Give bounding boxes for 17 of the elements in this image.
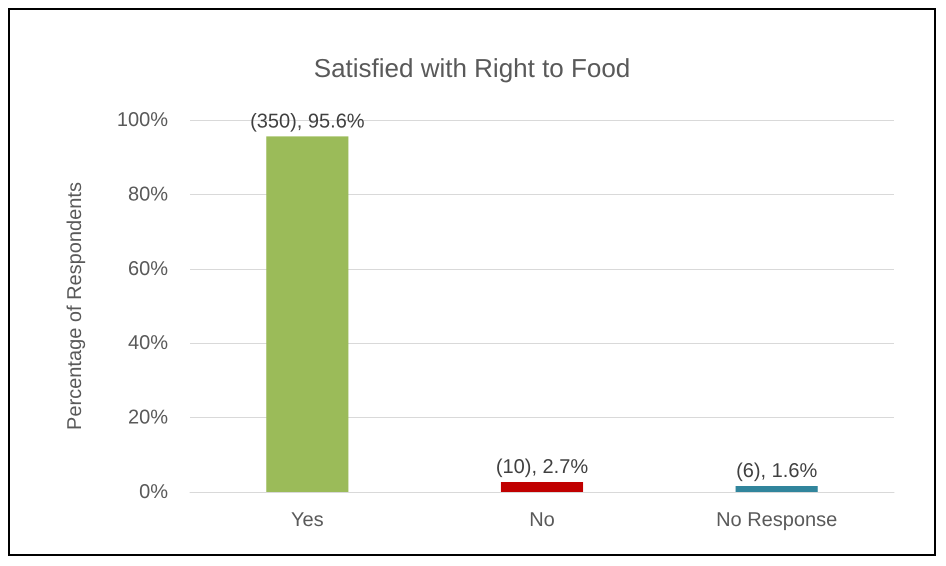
- data-label: (10), 2.7%: [496, 456, 588, 478]
- chart-title: Satisfied with Right to Food: [314, 53, 630, 83]
- bar: [500, 482, 584, 492]
- y-tick-label: 80%: [128, 183, 168, 206]
- data-label: (6), 1.6%: [736, 460, 818, 482]
- y-tick-label: 0%: [139, 481, 168, 503]
- y-tick-label: 20%: [128, 406, 168, 429]
- x-tick-label: Yes: [291, 509, 324, 531]
- y-tick-label: 60%: [128, 258, 168, 280]
- bar: [736, 486, 818, 492]
- y-axis-title: Percentage of Respondents: [64, 182, 86, 430]
- x-tick-label: No Response: [716, 509, 838, 531]
- y-tick-label: 100%: [116, 109, 168, 131]
- x-tick-label: No: [529, 509, 555, 531]
- bar: [266, 136, 348, 492]
- y-tick-label: 40%: [128, 332, 168, 354]
- data-label: (350), 95.6%: [250, 110, 365, 132]
